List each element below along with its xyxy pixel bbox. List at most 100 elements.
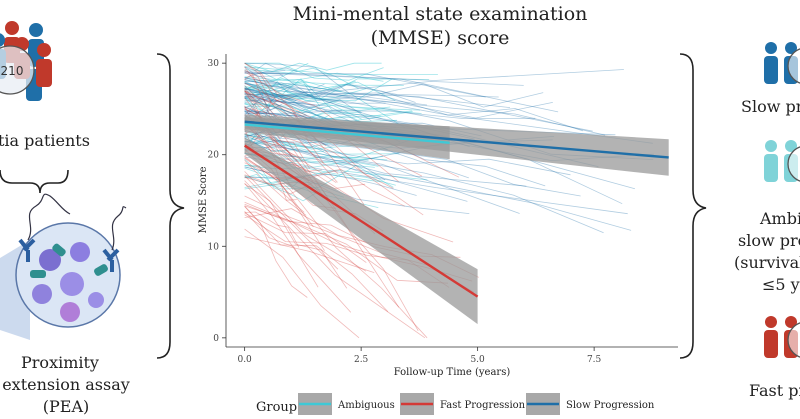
chart-title-line1: Mini-mental state examination [292, 3, 588, 25]
trajectory-line [244, 72, 384, 82]
trajectory-line [244, 133, 400, 155]
trajectory-line [244, 67, 359, 89]
pea-line2: extension assay [2, 375, 130, 394]
y-axis-label: MMSE Score [198, 166, 209, 233]
trajectory-line [244, 112, 308, 117]
ambiguous-line3: (survival [734, 253, 800, 272]
trajectory-line [244, 99, 290, 125]
trajectory-line [244, 103, 306, 119]
trajectory-line [244, 66, 284, 77]
y-tick-label: 20 [208, 151, 220, 161]
legend-item-slow: Slow Progression [526, 393, 655, 415]
count-badge: 210 [1, 64, 24, 78]
trajectory-line [244, 83, 544, 108]
trajectory-line [244, 72, 416, 103]
confidence-ribbons [244, 114, 669, 325]
right-illustration: Slow pr Ambi slow pro (survival ≤5 y Fas… [734, 42, 800, 400]
trajectory-line [244, 95, 606, 136]
trajectory-line [244, 73, 486, 98]
trajectory-line [244, 175, 339, 270]
trajectory-line [244, 146, 358, 164]
trajectory-line [244, 140, 520, 214]
trajectory-line [244, 69, 272, 103]
trajectory-line [244, 73, 269, 108]
trajectory-line [244, 87, 422, 114]
trajectory-line [244, 62, 382, 73]
trajectory-line [244, 62, 308, 138]
trajectory-line [244, 110, 343, 115]
trajectory-line [244, 136, 527, 187]
trajectory-line [244, 62, 384, 81]
trajectory-line [244, 140, 340, 148]
y-tick-label: 0 [213, 334, 219, 344]
left-small-brace [0, 169, 69, 194]
x-tick-label: 2.5 [354, 355, 369, 365]
trajectory-line [244, 83, 584, 132]
trajectory-line [244, 111, 604, 234]
trajectory-line [244, 70, 286, 79]
x-tick-label: 5.0 [470, 355, 485, 365]
trajectory-line [244, 78, 361, 113]
fast-label: Fast pr [749, 381, 800, 400]
trajectory-line [244, 143, 405, 207]
ambiguous-group-icon [764, 140, 800, 182]
trajectory-line [244, 62, 324, 164]
trajectory-line [244, 96, 350, 104]
pea-line3: (PEA) [43, 397, 89, 416]
trajectory-line [244, 176, 305, 213]
trajectory-line [244, 211, 300, 248]
trajectory-line [244, 87, 291, 109]
slow-label: Slow pr [741, 97, 800, 116]
fast-group-icon [764, 316, 800, 358]
trajectory-line [244, 62, 298, 72]
fit-lines [243, 120, 669, 298]
legend-label-ambiguous: Ambiguous [337, 400, 395, 411]
slow-group-icon [764, 42, 800, 84]
y-ticks: 0 10 20 30 [208, 59, 226, 344]
trajectory-line [244, 153, 632, 231]
trajectory-line [244, 228, 360, 339]
trajectory-line [244, 92, 511, 108]
legend-item-fast: Fast Progression [400, 393, 526, 415]
trajectory-line [244, 80, 391, 111]
chart-title: Mini-mental state examination (MMSE) sco… [240, 2, 640, 50]
left-illustration: 210 tia patients Proximity extension ass… [0, 21, 130, 416]
trajectory-line [244, 84, 499, 101]
trajectory-line [244, 183, 348, 289]
legend: Group Ambiguous Fast Progression Slow Pr… [256, 393, 655, 415]
fit-line [244, 123, 450, 145]
trajectory-line [244, 93, 553, 119]
legend-title: Group [256, 400, 297, 415]
trajectory-line [244, 77, 653, 144]
trajectory-line [244, 78, 406, 129]
trajectory-line [244, 89, 593, 132]
ambiguous-line1: Ambi [759, 209, 800, 228]
trajectory-line [244, 157, 314, 228]
trajectory-line [244, 81, 404, 91]
chart-title-line2: (MMSE) score [370, 27, 510, 49]
trajectory-line [244, 78, 430, 102]
x-axis-label: Follow-up Time (years) [394, 367, 511, 378]
fit-line [244, 120, 669, 159]
trajectory-line [244, 81, 536, 119]
trajectory-line [244, 134, 379, 167]
trajectory-line [244, 98, 315, 109]
right-big-brace [679, 53, 707, 359]
trajectory-line [244, 164, 319, 202]
legend-label-slow: Slow Progression [566, 400, 655, 411]
fit-line [243, 144, 479, 298]
trajectory-line [244, 169, 428, 188]
x-ticks: 0.0 2.5 5.0 7.5 [237, 347, 602, 365]
ambiguous-line4: ≤5 y [762, 275, 800, 294]
trajectory-line [244, 149, 428, 339]
trajectory-line [244, 83, 325, 102]
x-tick-label: 0.0 [237, 355, 252, 365]
trajectory-line [244, 92, 288, 120]
trajectory-line [244, 206, 389, 312]
trajectory-line [244, 205, 449, 284]
trajectory-line [244, 156, 628, 215]
trajectory-line [244, 139, 313, 149]
trajectory-line [244, 69, 624, 81]
trajectory-line [244, 77, 524, 92]
